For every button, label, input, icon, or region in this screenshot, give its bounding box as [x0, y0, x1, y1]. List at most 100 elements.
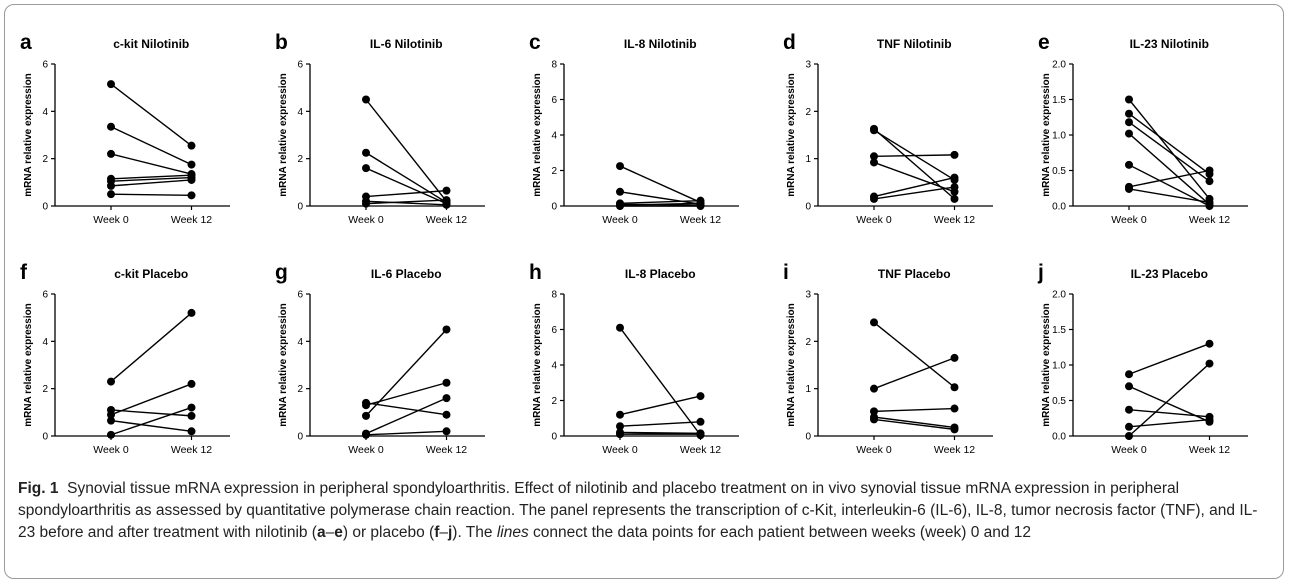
figure-caption: Fig. 1 Synovial tissue mRNA expression i… [18, 478, 1273, 544]
patient-line [365, 99, 448, 202]
data-point [616, 323, 624, 332]
panel-letter: b [275, 31, 288, 54]
x-tick-label: Week 0 [93, 214, 129, 226]
data-point [616, 422, 624, 431]
patient-line [1128, 418, 1210, 428]
data-point [696, 392, 705, 401]
data-point [1125, 160, 1133, 169]
panel-title: TNF Nilotinib [877, 37, 952, 51]
panel-a: a c-kit Nilotinib mRNA relative expression… [20, 31, 230, 226]
y-tick-label: 2 [42, 154, 48, 165]
y-tick-label: 0 [42, 432, 48, 443]
y-tick-label: 2 [297, 384, 303, 395]
patient-line [1128, 409, 1210, 418]
panel-d: d TNF Nilotinib mRNA relative expression 0 1… [783, 31, 993, 226]
data-point [696, 202, 705, 210]
data-point [362, 95, 370, 104]
data-point [696, 430, 705, 439]
data-point [442, 196, 451, 205]
y-tick-label: 1 [805, 384, 811, 395]
patient-line [110, 409, 192, 417]
y-axis-label: mRNA relative expression [278, 303, 289, 427]
patient-line [1128, 188, 1210, 204]
figure-panels: a c-kit Nilotinib mRNA relative expression… [20, 31, 1248, 456]
panel-letter: g [275, 261, 288, 284]
x-tick-label: Week 0 [602, 444, 638, 456]
y-tick-label: 2 [551, 166, 557, 177]
data-point [107, 190, 115, 199]
patient-line [619, 431, 701, 435]
panel-letter: h [529, 261, 542, 284]
data-point [442, 394, 451, 403]
x-tick-label: Week 12 [680, 214, 721, 226]
y-tick-label: 2 [42, 384, 48, 395]
y-tick-label: 2 [805, 107, 811, 118]
panel-title: IL-23 Nilotinib [1130, 37, 1209, 51]
data-point [870, 152, 878, 161]
y-tick-label: 3 [805, 60, 811, 71]
data-point [696, 417, 705, 426]
x-tick-label: Week 12 [426, 444, 467, 456]
panel-i: i TNF Placebo mRNA relative expression 0 1 2 3… [783, 261, 993, 456]
patient-line [873, 407, 955, 413]
data-point [362, 411, 370, 420]
y-tick-label: 0.0 [1052, 432, 1066, 443]
y-tick-label: 8 [551, 60, 557, 71]
y-tick-label: 0 [805, 432, 811, 443]
data-point [950, 425, 959, 434]
y-tick-label: 6 [42, 60, 48, 71]
data-point [950, 383, 959, 392]
panel-letter: d [783, 31, 796, 54]
patient-line [1128, 99, 1211, 200]
y-tick-label: 2 [297, 154, 303, 165]
data-point [107, 122, 115, 131]
data-point [870, 194, 878, 203]
data-point [1125, 129, 1133, 138]
patient-line [365, 167, 447, 205]
patient-line [873, 161, 955, 193]
y-axis-label: mRNA relative expression [786, 303, 797, 427]
data-point [1205, 339, 1214, 348]
patient-line [365, 397, 447, 435]
data-point [870, 126, 878, 135]
data-point [616, 162, 624, 171]
patient-line [110, 153, 192, 175]
panel-title: c-kit Nilotinib [113, 37, 189, 51]
x-tick-label: Week 12 [680, 444, 721, 456]
y-tick-label: 4 [42, 107, 48, 118]
patient-line [1128, 121, 1210, 182]
y-tick-label: 6 [551, 325, 557, 336]
panel-c: c IL-8 Nilotinib mRNA relative expression 0… [529, 31, 739, 226]
y-tick-label: 0 [551, 202, 557, 213]
patient-line [365, 382, 447, 406]
y-tick-label: 0 [297, 432, 303, 443]
patient-line [365, 430, 447, 436]
data-point [107, 416, 115, 425]
patient-line [110, 126, 192, 166]
caption-text-1: Synovial tissue mRNA expression in perip… [18, 480, 1258, 541]
patient-line [619, 199, 701, 205]
data-point [107, 430, 115, 439]
caption-text-2: ) or placebo ( [342, 524, 435, 541]
patient-line [1128, 385, 1210, 423]
y-tick-label: 4 [42, 337, 48, 348]
x-tick-label: Week 0 [348, 214, 384, 226]
patient-line [619, 395, 701, 416]
patient-line [1128, 343, 1210, 375]
data-point [187, 141, 196, 150]
panel-j: j IL-23 Placebo mRNA relative expression0.… [1037, 261, 1248, 456]
y-tick-label: 2.0 [1052, 60, 1066, 71]
data-point [950, 183, 959, 192]
y-axis-label: mRNA relative expression [278, 73, 289, 197]
panel-b: b IL-6 Nilotinib mRNA relative expression 0… [275, 31, 485, 226]
y-tick-label: 2 [551, 396, 557, 407]
y-tick-label: 4 [297, 107, 303, 118]
data-point [362, 401, 370, 410]
data-point [950, 173, 959, 182]
x-tick-label: Week 0 [602, 214, 638, 226]
y-axis-label: mRNA relative expression [1041, 303, 1052, 427]
data-point [950, 194, 959, 203]
data-point [616, 202, 624, 210]
y-axis-label: mRNA relative expression [532, 73, 543, 197]
y-tick-label: 4 [297, 337, 303, 348]
